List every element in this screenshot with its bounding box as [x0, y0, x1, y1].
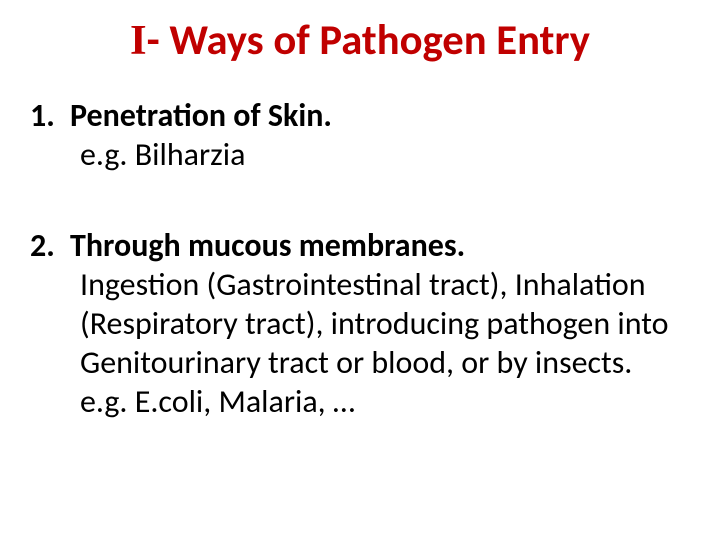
list-number: 2. — [30, 226, 70, 265]
list-subline: (Respiratory tract), introducing pathoge… — [80, 304, 690, 343]
slide: { "title": { "roman_prefix": "I", "text"… — [0, 0, 720, 540]
list-subline: Ingestion (Gastrointestinal tract), Inha… — [80, 265, 690, 304]
list-heading: Through mucous membranes. — [70, 226, 465, 265]
title-text: - Ways of Pathogen Entry — [147, 14, 590, 66]
list-subline: e.g. Bilharzia — [80, 135, 690, 174]
list-subline: Genitourinary tract or blood, or by inse… — [80, 343, 690, 382]
list-item: 2. Through mucous membranes. Ingestion (… — [30, 226, 690, 421]
list-item: 1. Penetration of Skin. e.g. Bilharzia — [30, 96, 690, 174]
title-roman-numeral: I — [130, 17, 147, 64]
slide-body: 1. Penetration of Skin. e.g. Bilharzia 2… — [30, 96, 690, 421]
list-item-header: 2. Through mucous membranes. — [30, 226, 690, 265]
list-item-header: 1. Penetration of Skin. — [30, 96, 690, 135]
slide-title: I- Ways of Pathogen Entry — [0, 14, 720, 66]
list-number: 1. — [30, 96, 70, 135]
list-heading: Penetration of Skin. — [70, 96, 332, 135]
list-subline: e.g. E.coli, Malaria, … — [80, 382, 690, 421]
